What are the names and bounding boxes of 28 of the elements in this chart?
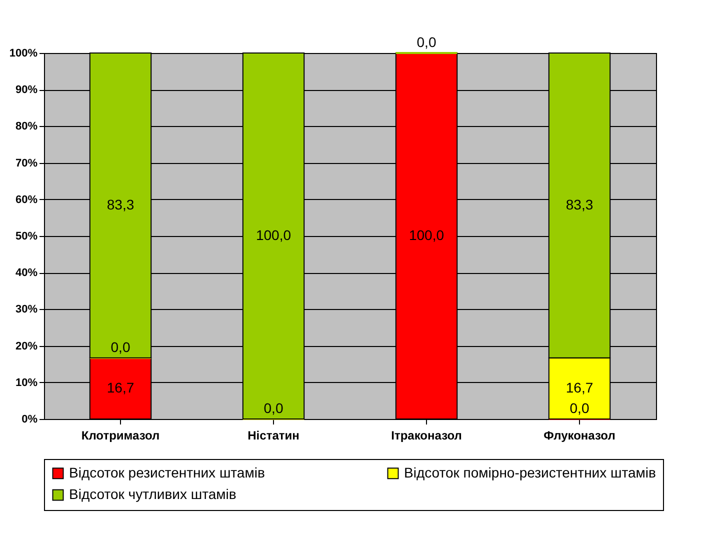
y-tick-label: 0% xyxy=(22,414,38,426)
data-label: 100,0 xyxy=(256,227,292,243)
data-label: 0,0 xyxy=(264,400,284,416)
x-tick-label: Ністатин xyxy=(248,428,300,442)
legend-label: Відсоток чутливих штамів xyxy=(69,486,236,502)
legend-label: Відсоток помірно-резистентних штамів xyxy=(404,464,656,480)
y-tick-label: 100% xyxy=(9,48,38,60)
data-label: 16,7 xyxy=(566,379,594,396)
data-label: 100,0 xyxy=(408,227,444,243)
y-tick-label: 80% xyxy=(15,120,38,133)
y-tick-label: 50% xyxy=(15,230,38,242)
legend-label: Відсоток резистентних штамів xyxy=(69,464,265,480)
y-tick-label: 90% xyxy=(15,84,38,96)
y-tick-label: 60% xyxy=(15,194,38,206)
x-tick-label: Ітраконазол xyxy=(391,428,462,442)
y-tick-label: 10% xyxy=(15,376,38,389)
y-tick-label: 70% xyxy=(15,157,38,170)
x-tick-label: Флуконазол xyxy=(544,428,616,442)
data-label: 0,0 xyxy=(570,400,590,416)
data-label: 0,0 xyxy=(110,338,130,355)
data-label: 83,3 xyxy=(566,196,594,212)
x-tick-label: Клотримазол xyxy=(81,428,160,442)
data-label: 0,0 xyxy=(416,34,436,50)
data-label: 83,3 xyxy=(106,196,134,212)
y-tick-label: 30% xyxy=(15,304,38,316)
y-tick-label: 40% xyxy=(15,267,38,280)
data-label: 16,7 xyxy=(106,379,134,396)
y-tick-label: 20% xyxy=(15,340,38,352)
